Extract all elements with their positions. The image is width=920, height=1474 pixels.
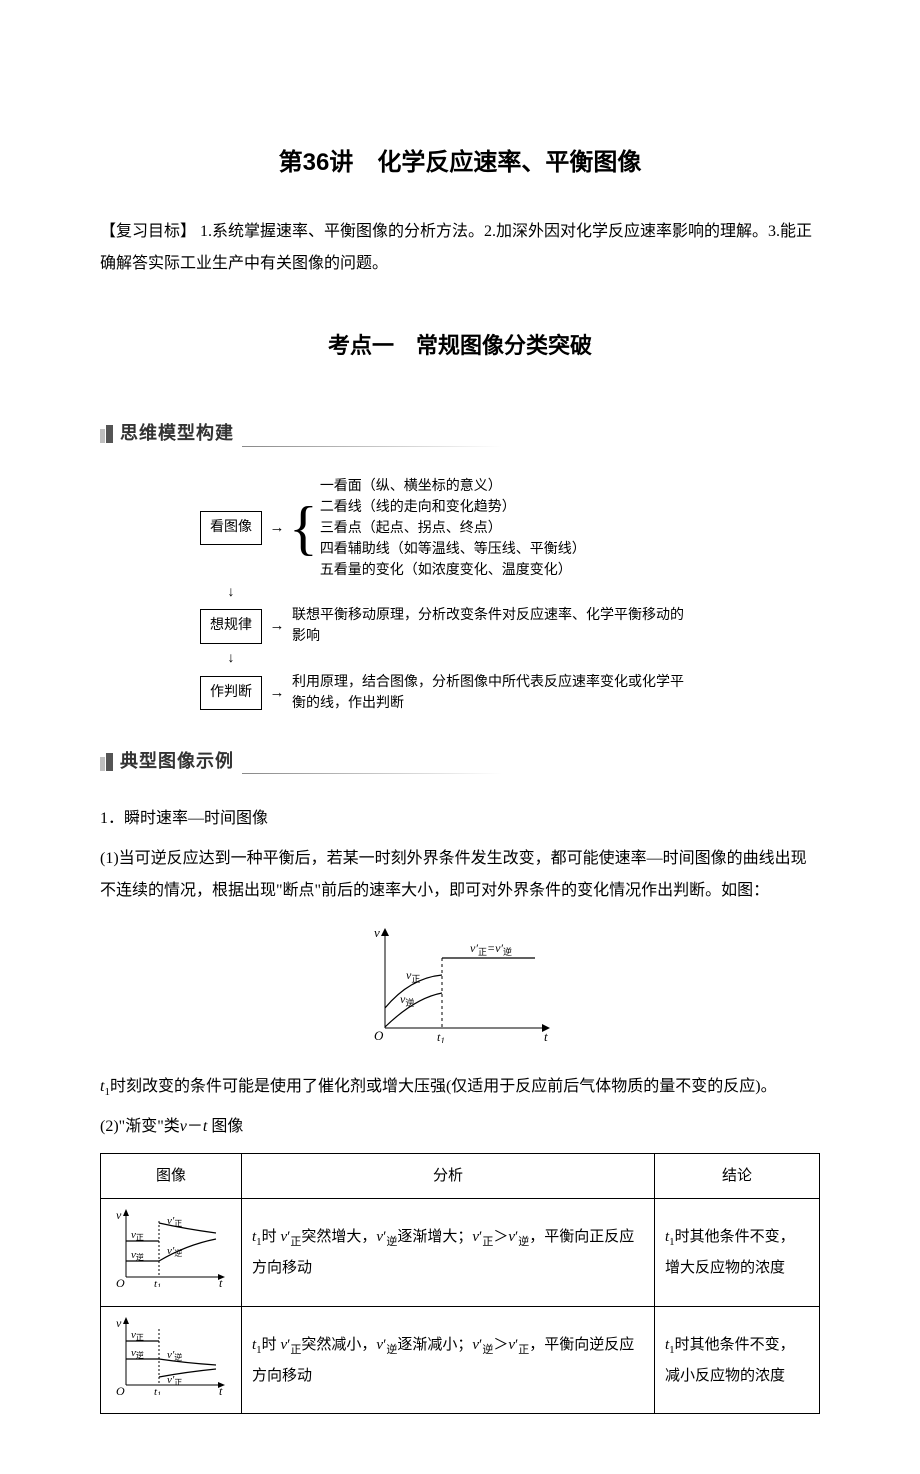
objectives-text: 1.系统掌握速率、平衡图像的分析方法。2.加深外因对化学反应速率影响的理解。3.… [100, 223, 812, 272]
flow-box-1: 看图像 [200, 511, 262, 546]
arrow-right-icon: → [262, 612, 292, 641]
cell-graph: v t O t1 v正 v逆 v′正 v′逆 [101, 1199, 242, 1307]
svg-text:v′逆: v′逆 [167, 1349, 182, 1362]
cell-analysis: t1时 v′正突然减小，v′逆逐渐减小；v′逆＞v′正，平衡向逆反应方向移动 [242, 1306, 655, 1414]
subhead-examples-text: 典型图像示例 [120, 744, 234, 778]
svg-text:v′逆: v′逆 [167, 1245, 182, 1258]
svg-text:v: v [116, 1316, 122, 1330]
x-axis-label: t [544, 1029, 548, 1043]
th-result: 结论 [655, 1153, 820, 1199]
item1-p2: t1时刻改变的条件可能是使用了催化剂或增大压强(仅适用于反应前后气体物质的量不变… [100, 1071, 820, 1103]
flow-line: 二看线（线的走向和变化趋势） [320, 497, 586, 518]
th-graph: 图像 [101, 1153, 242, 1199]
flow-line: 三看点（起点、拐点、终点） [320, 518, 586, 539]
flow-line: 四看辅助线（如等温线、等压线、平衡线） [320, 539, 586, 560]
subhead-model-text: 思维模型构建 [120, 416, 234, 450]
flow-line: 一看面（纵、横坐标的意义） [320, 476, 586, 497]
svg-text:O: O [116, 1276, 125, 1287]
subhead-underline [242, 446, 502, 447]
svg-text:v: v [116, 1208, 122, 1222]
cell-result: t1时其他条件不变，减小反应物的浓度 [655, 1306, 820, 1414]
arrow-right-icon: → [262, 679, 292, 708]
flow-text-3: 利用原理，结合图像，分析图像中所代表反应速率变化或化学平衡的线，作出判断 [292, 672, 692, 714]
item1-p2-text: 时刻改变的条件可能是使用了催化剂或增大压强(仅适用于反应前后气体物质的量不变的反… [110, 1078, 777, 1095]
cell-analysis: t1时 v′正突然增大，v′逆逐渐增大；v′正＞v′逆，平衡向正反应方向移动 [242, 1199, 655, 1307]
analysis-table: 图像 分析 结论 v t O t1 [100, 1153, 820, 1415]
table-row: v t O t1 v正 v逆 v′逆 v′正 [101, 1306, 820, 1414]
subhead-underline [242, 773, 502, 774]
subhead-examples: 典型图像示例 [100, 744, 820, 778]
lecture-title: 第36讲 化学反应速率、平衡图像 [100, 140, 820, 186]
flow-text-2: 联想平衡移动原理，分析改变条件对反应速率、化学平衡移动的影响 [292, 605, 692, 647]
arrow-down-icon: ↓ [200, 649, 262, 670]
svg-text:v正: v正 [131, 1329, 144, 1342]
bullet-icon [100, 752, 114, 770]
objectives-tag: 【复习目标】 [100, 223, 196, 240]
flow-text-1: 一看面（纵、横坐标的意义） 二看线（线的走向和变化趋势） 三看点（起点、拐点、终… [320, 476, 586, 581]
svg-text:v逆: v逆 [131, 1249, 144, 1262]
svg-text:v′正: v′正 [167, 1215, 182, 1228]
svg-text:t1: t1 [154, 1278, 161, 1287]
svg-text:v正: v正 [406, 968, 420, 984]
origin-label: O [374, 1028, 384, 1043]
svg-text:t1: t1 [154, 1386, 161, 1395]
th-analysis: 分析 [242, 1153, 655, 1199]
item1-title: 1．瞬时速率—时间图像 [100, 803, 820, 835]
svg-text:t1: t1 [437, 1030, 445, 1043]
arrow-right-icon: → [262, 514, 292, 543]
svg-text:v′正=v′逆: v′正=v′逆 [470, 941, 512, 957]
svg-text:v′正: v′正 [167, 1374, 182, 1387]
svg-text:v逆: v逆 [131, 1347, 144, 1360]
flow-diagram: 看图像 → { 一看面（纵、横坐标的意义） 二看线（线的走向和变化趋势） 三看点… [200, 476, 720, 715]
svg-text:v逆: v逆 [400, 992, 414, 1008]
objectives-block: 【复习目标】 1.系统掌握速率、平衡图像的分析方法。2.加深外因对化学反应速率影… [100, 216, 820, 280]
brace-icon: { [289, 501, 318, 555]
flow-box-2: 想规律 [200, 609, 262, 644]
item1-p1: (1)当可逆反应达到一种平衡后，若某一时刻外界条件发生改变，都可能使速率—时间图… [100, 843, 820, 907]
cell-result: t1时其他条件不变，增大反应物的浓度 [655, 1199, 820, 1307]
flow-box-3: 作判断 [200, 676, 262, 711]
section-title: 考点一 常规图像分类突破 [100, 325, 820, 367]
y-axis-label: v [374, 925, 380, 940]
vt-graph: v t O v正 v逆 v′正=v′逆 t1 [100, 923, 820, 1054]
flow-line: 五看量的变化（如浓度变化、温度变化） [320, 560, 586, 581]
cell-graph: v t O t1 v正 v逆 v′逆 v′正 [101, 1306, 242, 1414]
bullet-icon [100, 424, 114, 442]
item1-p3: (2)"渐变"类v－t 图像 [100, 1111, 820, 1143]
table-row: v t O t1 v正 v逆 v′正 v′逆 [101, 1199, 820, 1307]
svg-text:O: O [116, 1384, 125, 1395]
svg-text:v正: v正 [131, 1229, 144, 1242]
arrow-down-icon: ↓ [200, 583, 262, 604]
subhead-model: 思维模型构建 [100, 416, 820, 450]
